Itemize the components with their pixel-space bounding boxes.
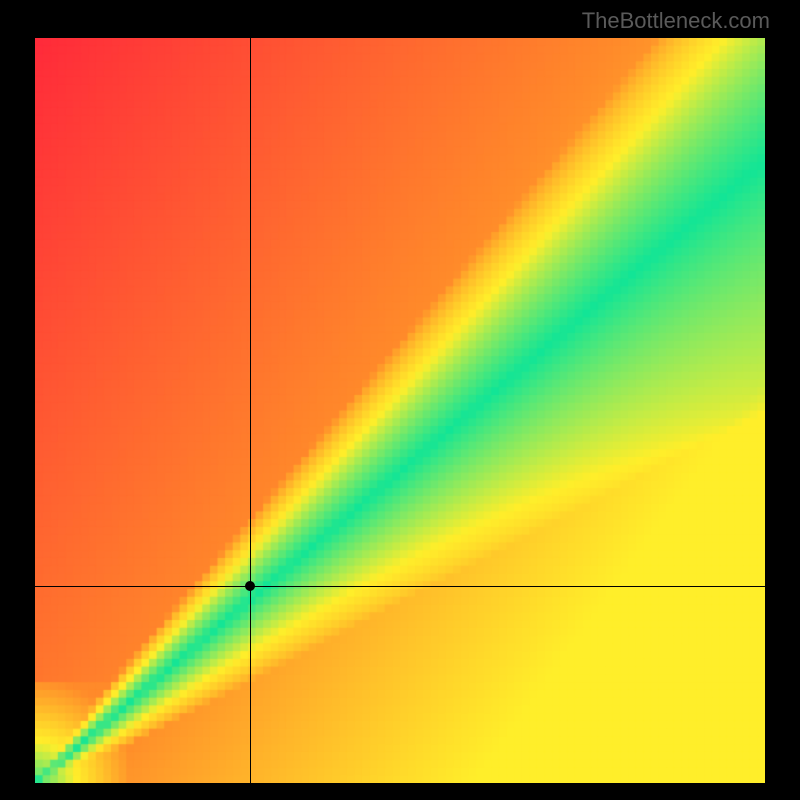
plot-area — [35, 38, 765, 783]
attribution-text: TheBottleneck.com — [582, 8, 770, 34]
crosshair-horizontal — [35, 586, 765, 587]
data-point-marker — [245, 581, 255, 591]
heatmap-canvas — [35, 38, 765, 783]
chart-container: TheBottleneck.com — [0, 0, 800, 800]
crosshair-vertical — [250, 38, 251, 783]
